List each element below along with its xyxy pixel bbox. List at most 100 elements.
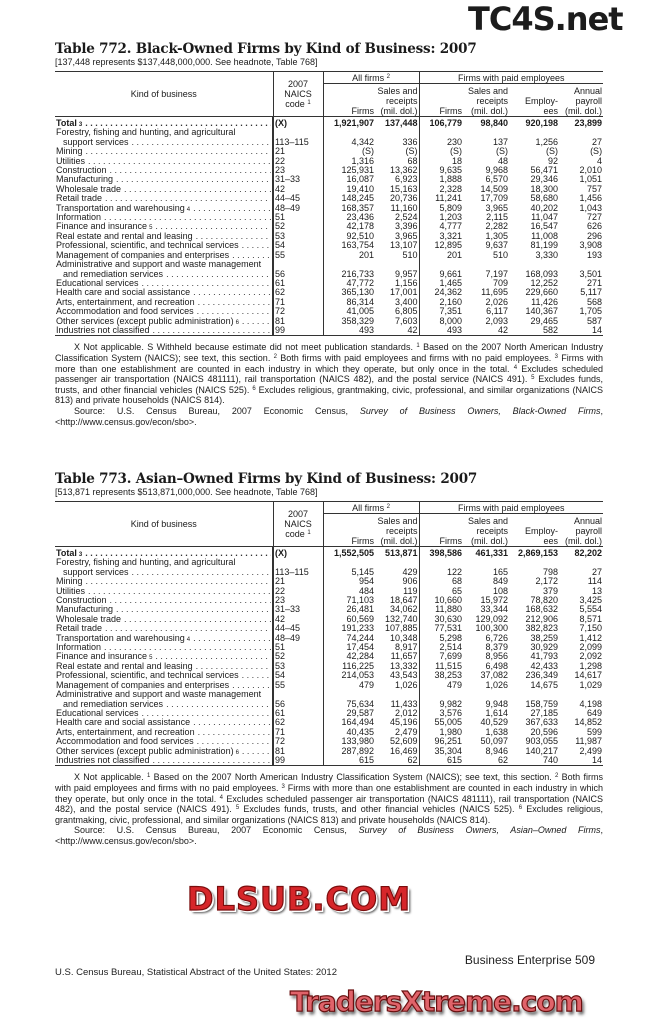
header-sales-line: Sales and [377,516,418,526]
paid-firms-cell: 77,531 [418,623,464,634]
dot-leader: . . . . . . . . . . . . . . . . . . . . … [195,231,271,241]
row-label-wrap: Forestry, fishing and hunting, and agric… [56,557,271,567]
payroll-cell: 271 [587,277,603,288]
note-text: Both firms with paid employees and firms… [55,772,603,793]
note-text: Based on the 2007 North American Industr… [55,342,603,363]
payroll-cell: 1,029 [579,679,603,690]
row-label-wrap: and remediation services . . . . . . . .… [56,699,271,709]
row-label: Construction [56,595,107,606]
payroll-cell: 649 [587,707,603,718]
header-firms-paid: Firms [418,513,464,547]
row-label-wrap: Other services (except public administra… [56,315,271,326]
dot-leader: . . . . . . . . . . . . . . . . . . . . … [104,213,271,223]
dot-leader: . . . . . . . . . . . . . . . . . . . . … [131,137,271,147]
dot-leader: . . . . . . . . . . . . . . . . . . . . … [195,661,271,671]
footer-source: U.S. Census Bureau, Statistical Abstract… [55,967,337,978]
table-row: Administrative and support and waste man… [55,689,603,700]
payroll-cell: 1,705 [579,306,603,317]
all-firms-cell [322,128,375,138]
dot-leader: . . . . . . . . . . . . . . . . . . . . … [109,166,271,176]
all-sales-cell: 11,160 [390,202,418,213]
note-text: Excludes funds, trusts, and other financ… [55,374,603,395]
dot-leader: . . . . . . . . . . . . . . . . . . . . … [124,184,271,194]
kind-of-business: support services . . . . . . . . . . . .… [55,137,273,147]
table-row: Forestry, fishing and hunting, and agric… [55,127,603,138]
kind-of-business: Finance and insurance 5 . . . . . . . . .… [55,222,273,232]
payroll-cell: 14,617 [574,670,603,681]
table-row: Retail trade . . . . . . . . . . . . . .… [55,193,603,204]
header-payroll-line: Annual [574,516,603,526]
all-sales-cell: 34,062 [389,604,418,615]
row-label-wrap: Utilities . . . . . . . . . . . . . . . … [56,156,271,166]
employees-cell: 20,596 [530,726,559,737]
source-title: Survey of Business Owners, Asian–Owned F… [358,825,601,836]
table-773-section: Table 773. Asian–Owned Firms by Kind of … [55,471,604,847]
paid-sales-cell: 2,026 [485,296,509,307]
table-row: Retail trade . . . . . . . . . . . . . .… [55,623,603,634]
kind-of-business: Arts, entertainment, and recreation . . … [55,726,273,737]
naics-code: 71 [272,727,323,738]
all-sales-cell: 6,805 [394,306,418,317]
dot-leader: . . . . . . . . . . . . . . . . . . . . … [241,671,271,681]
row-label: Arts, entertainment, and recreation [56,726,195,737]
naics-code: 81 [272,316,323,326]
footnote-marker: 5 [531,375,535,382]
header-employees-line: ees [543,106,559,116]
row-label-wrap: Other services (except public administra… [56,745,271,756]
kind-of-business: Management of companies and enterprises … [55,250,273,260]
naics-code: (X) [272,546,323,559]
all-firms-cell: 16,087 [322,175,375,185]
kind-of-business: Retail trade . . . . . . . . . . . . . .… [55,623,273,633]
header-naics-line: 2007 [287,79,309,89]
header-naics-line: code [285,99,305,109]
naics-code: 55 [272,680,323,691]
row-label-wrap: Professional, scientific, and technical … [56,670,271,681]
table-row: Arts, entertainment, and recreation . . … [55,296,603,308]
dot-leader: . . . . . . . . . . . . . . . . . . . . … [116,175,271,185]
row-label-wrap: Health care and social assistance . . . … [56,717,271,728]
dot-leader: . . . . . . . . . . . . . . . . . . . . … [85,577,271,587]
table-row: Management of companies and enterprises … [55,679,603,691]
payroll-cell: 5,117 [580,287,603,298]
dot-leader: . . . . . . . . . . . . . . . . . . . . … [193,718,271,728]
note-text: Firms with more than one establishment a… [55,782,603,804]
employees-cell: 29,346 [530,174,559,185]
paid-firms-cell: 55,005 [418,717,464,728]
all-sales-cell: 11,657 [390,651,418,662]
paid-firms-cell: 11,241 [418,193,464,204]
footnote-marker: 4 [513,364,518,371]
employees-cell: (S) [546,146,559,157]
naics-code: 99 [272,325,323,337]
naics-code: 53 [272,231,323,242]
naics-code: 56 [272,269,323,279]
paid-sales-cell: 2,093 [485,315,509,326]
row-label-wrap: Manufacturing . . . . . . . . . . . . . … [56,175,271,185]
table-row: Mining . . . . . . . . . . . . . . . . .… [55,576,603,587]
row-label: Finance and insurance [56,651,148,662]
paid-sales-cell: 11,695 [481,287,509,298]
header-paid-employees: Firms with paid employees [418,71,604,84]
paid-firms-cell: 9,635 [418,165,464,176]
header-employees-line: ees [543,536,559,546]
kind-of-business: Professional, scientific, and technical … [55,240,273,250]
paid-firms-cell: 9,661 [418,269,464,279]
table-row: and remediation services . . . . . . . .… [55,269,603,279]
header-sales-line: receipts [386,96,418,106]
all-sales-cell: 3,396 [394,221,418,232]
naics-code: 48–49 [272,203,323,214]
dot-leader: . . . . . . . . . . . . . . . . . . . . … [166,269,271,279]
employees-cell: 18,300 [530,183,559,194]
row-label-wrap: Health care and social assistance . . . … [56,287,271,297]
employees-cell: 14,675 [530,679,559,690]
employees-cell: 2,172 [535,576,559,587]
employees-cell: 1,256 [535,136,559,147]
header-sales-paid: Sales and receipts (mil. dol.) [463,513,510,547]
watermark-dlsub: DLSUB.COM [186,879,412,918]
header-sales: Sales and receipts (mil. dol.) [375,83,420,117]
table-772: Kind of business 2007 NAICS code 1 All firms… [55,71,604,337]
header-sales-line: Sales and [377,86,418,96]
kind-of-business: Real estate and rental and leasing . . .… [55,231,273,241]
all-sales-cell: 42 [375,325,420,337]
dot-leader: . . . . . . . . . . . . . . . . . . . . … [124,614,271,624]
header-sales-line: (mil. dol.) [380,536,418,546]
